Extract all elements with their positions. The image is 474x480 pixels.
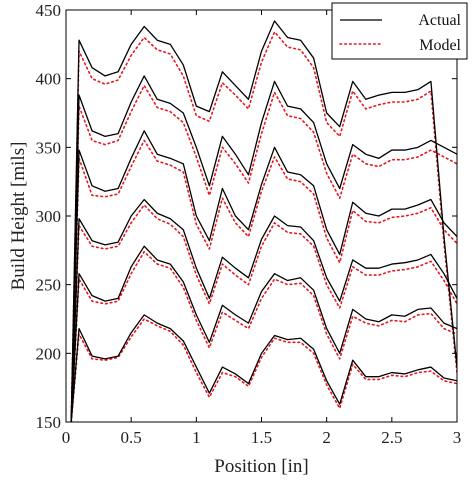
series-line-actual-layer-2 xyxy=(70,245,457,422)
y-tick-label: 450 xyxy=(36,1,62,20)
series-line-actual-layer-5 xyxy=(70,75,457,422)
x-tick-label: 2 xyxy=(322,428,331,447)
series-line-model-layer-1 xyxy=(70,318,457,422)
x-tick-label: 3 xyxy=(453,428,462,447)
legend-label-model: Model xyxy=(419,37,461,54)
series-line-model-layer-2 xyxy=(70,250,457,422)
series-line-model-layer-5 xyxy=(70,84,457,422)
series-group xyxy=(70,20,457,422)
y-tick-label: 400 xyxy=(36,70,62,89)
legend-label-actual: Actual xyxy=(418,12,461,29)
plot-area xyxy=(70,20,457,422)
series-line-actual-layer-6 xyxy=(70,20,457,422)
y-tick-label: 300 xyxy=(36,207,62,226)
y-axis-label: Build Height [mils] xyxy=(8,142,29,291)
series-line-actual-layer-4 xyxy=(70,130,457,422)
y-tick-label: 150 xyxy=(36,413,62,432)
series-line-actual-layer-1 xyxy=(70,314,457,422)
series-line-model-layer-6 xyxy=(70,31,457,422)
x-tick-label: 0 xyxy=(62,428,71,447)
x-tick-label: 1.5 xyxy=(251,428,272,447)
legend-box xyxy=(331,2,468,60)
x-tick-label: 1 xyxy=(192,428,201,447)
y-tick-label: 250 xyxy=(36,276,62,295)
x-tick-label: 2.5 xyxy=(381,428,402,447)
x-tick-label: 0.5 xyxy=(121,428,142,447)
x-axis-label: Position [in] xyxy=(214,456,308,477)
series-line-model-layer-4 xyxy=(70,139,457,422)
y-tick-label: 350 xyxy=(36,138,62,157)
y-tick-label: 200 xyxy=(36,344,62,363)
series-line-actual-layer-3 xyxy=(70,198,457,422)
legend: Actual Model xyxy=(331,2,468,60)
axes: 0 0.5 1 1.5 2 2.5 3 150 200 250 300 350 400 450 xyxy=(36,1,462,447)
series-line-model-layer-3 xyxy=(70,204,457,422)
